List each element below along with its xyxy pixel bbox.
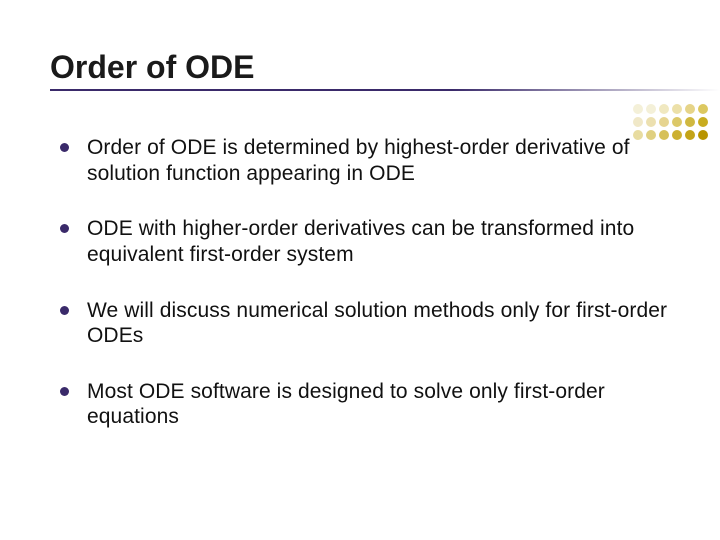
bullet-item: Order of ODE is determined by highest-or… — [60, 135, 670, 186]
bullet-marker-icon — [60, 224, 69, 233]
title-underline — [50, 89, 720, 91]
bullet-text: Order of ODE is determined by highest-or… — [87, 135, 670, 186]
bullet-marker-icon — [60, 143, 69, 152]
decorative-dot-icon — [698, 117, 708, 127]
decorative-dot-icon — [672, 117, 682, 127]
bullet-text: ODE with higher-order derivatives can be… — [87, 216, 670, 267]
decorative-dot-icon — [659, 117, 669, 127]
decorative-dot-icon — [646, 130, 656, 140]
decorative-dot-icon — [659, 104, 669, 114]
title-row: Order of ODE — [50, 50, 670, 85]
decorative-dot-icon — [685, 104, 695, 114]
decorative-dot-icon — [633, 130, 643, 140]
decorative-dot-icon — [685, 117, 695, 127]
decorative-dot-icon — [672, 104, 682, 114]
decorative-dot-icon — [633, 104, 643, 114]
bullet-text: Most ODE software is designed to solve o… — [87, 379, 670, 430]
bullet-text: We will discuss numerical solution metho… — [87, 298, 670, 349]
bullet-marker-icon — [60, 387, 69, 396]
decorative-dot-icon — [646, 104, 656, 114]
bullet-marker-icon — [60, 306, 69, 315]
bullet-item: ODE with higher-order derivatives can be… — [60, 216, 670, 267]
bullet-item: Most ODE software is designed to solve o… — [60, 379, 670, 430]
decorative-dot-icon — [698, 130, 708, 140]
decorative-dot-icon — [633, 117, 643, 127]
decorative-dot-icon — [685, 130, 695, 140]
slide: Order of ODE Order of ODE is determined … — [0, 0, 720, 540]
decorative-dots — [633, 104, 708, 140]
bullet-list: Order of ODE is determined by highest-or… — [50, 135, 670, 430]
decorative-dot-icon — [659, 130, 669, 140]
bullet-item: We will discuss numerical solution metho… — [60, 298, 670, 349]
decorative-dot-icon — [646, 117, 656, 127]
slide-title: Order of ODE — [50, 50, 670, 85]
decorative-dot-icon — [672, 130, 682, 140]
decorative-dot-icon — [698, 104, 708, 114]
